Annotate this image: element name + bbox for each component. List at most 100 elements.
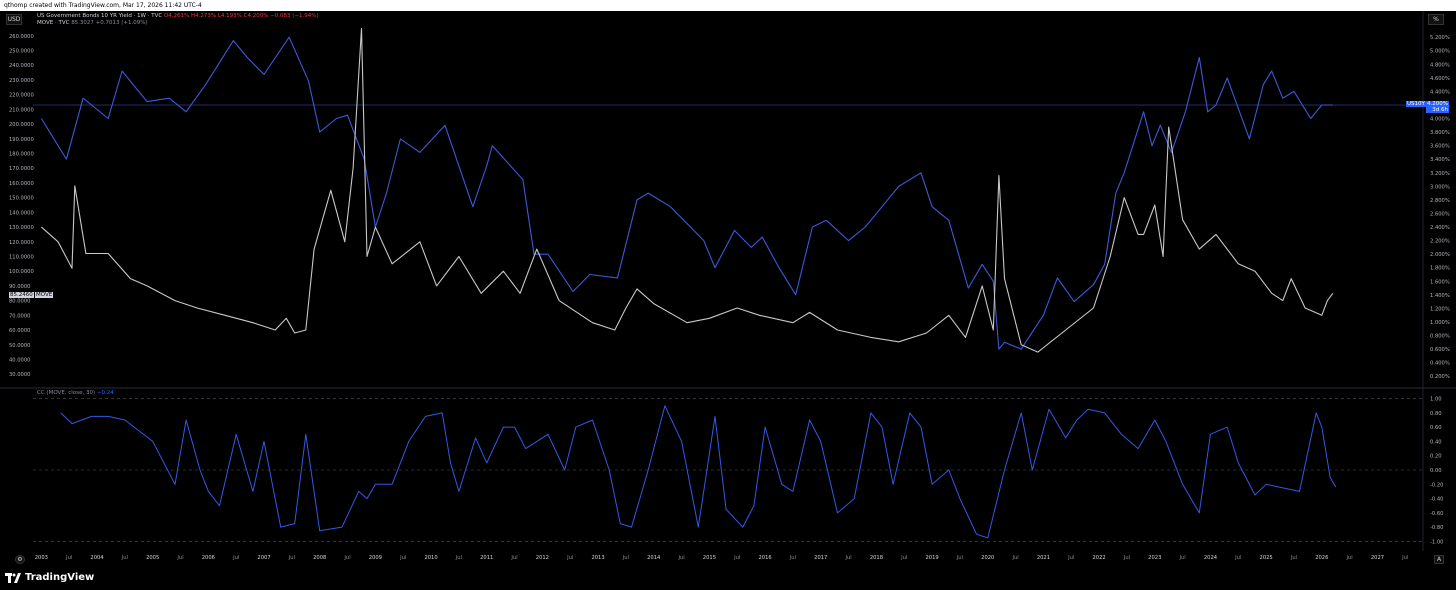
tradingview-logo-icon — [5, 572, 21, 583]
indicator-axis-tick: 0.80 — [1430, 411, 1442, 417]
left-axis-tick: 30.0000 — [9, 372, 30, 378]
indicator-axis-tick: 0.60 — [1430, 425, 1442, 431]
us10y-price-badge: 4.200% 3d 6h — [1426, 101, 1449, 113]
scale-mode-button[interactable]: % — [1428, 14, 1444, 25]
series-line-us10y — [40, 36, 1333, 350]
left-axis-tick: 160.0000 — [9, 181, 34, 187]
left-axis-tick: 150.0000 — [9, 196, 34, 202]
right-axis-tick: 3.800% — [1430, 130, 1450, 136]
right-axis-tick: 1.400% — [1430, 293, 1450, 299]
time-axis-tick: 2015 — [703, 555, 716, 561]
right-axis-tick: 4.600% — [1430, 76, 1450, 82]
left-axis-tick: 180.0000 — [9, 152, 34, 158]
left-axis-tick: 260.0000 — [9, 34, 34, 40]
indicator-axis-tick: -0.40 — [1430, 497, 1443, 503]
time-axis-tick: 2011 — [480, 555, 493, 561]
time-axis-tick: 2014 — [647, 555, 661, 561]
us10y-name: US10Y — [1407, 101, 1425, 107]
right-axis-tick: 1.200% — [1430, 306, 1450, 312]
time-axis-tick: 2018 — [870, 555, 883, 561]
time-axis-tick: Jul — [288, 555, 295, 561]
time-axis-tick: 2021 — [1037, 555, 1050, 561]
left-axis-tick: 120.0000 — [9, 240, 34, 246]
time-axis-tick: 2006 — [202, 555, 215, 561]
indicator-name[interactable]: CC (MOVE, close, 30) — [37, 390, 96, 396]
time-axis-tick: Jul — [677, 555, 684, 561]
overlay-symbol[interactable]: MOVE · TVC — [37, 20, 70, 26]
right-axis-tick: 3.000% — [1430, 184, 1450, 190]
time-axis-tick: 2009 — [369, 555, 382, 561]
auto-scale-icon[interactable]: A — [1434, 555, 1444, 564]
us10y-countdown: 3d 6h — [1432, 107, 1448, 113]
time-axis-tick: 2020 — [981, 555, 994, 561]
time-axis-tick: 2023 — [1148, 555, 1161, 561]
currency-label: USD — [7, 16, 21, 23]
time-axis-tick: 2003 — [35, 555, 48, 561]
time-axis-tick: Jul — [956, 555, 963, 561]
chart-svg[interactable]: 5.200% 5.000% 4.800% 4.600% 4.400% 4.200% 4.00… — [0, 11, 1456, 565]
left-axis-tick: 90.0000 — [9, 284, 30, 290]
time-axis-tick: 2025 — [1260, 555, 1273, 561]
time-axis-tick: 2017 — [814, 555, 827, 561]
time-axis-tick: Jul — [900, 555, 907, 561]
right-axis-tick: 2.400% — [1430, 225, 1450, 231]
time-axis-tick: Jul — [1011, 555, 1018, 561]
chart-frame[interactable]: 5.200% 5.000% 4.800% 4.600% 4.400% 4.200% 4.00… — [0, 11, 1456, 565]
left-axis-tick: 230.0000 — [9, 78, 34, 84]
left-axis-tick: 140.0000 — [9, 210, 34, 216]
indicator-axis-tick: -0.20 — [1430, 482, 1443, 488]
main-ohlc: O4.261% H4.273% L4.193% C4.200% −0.083 (… — [163, 13, 319, 19]
time-axis-tick: 2007 — [257, 555, 270, 561]
time-axis-tick: Jul — [566, 555, 573, 561]
indicator-value: −0.24 — [96, 390, 114, 396]
time-axis-tick: Jul — [455, 555, 462, 561]
right-axis-tick: 2.800% — [1430, 198, 1450, 204]
indicator-axis-tick: -0.80 — [1430, 525, 1443, 531]
gear-icon[interactable]: ⚙ — [15, 555, 25, 564]
time-axis-tick: Jul — [1290, 555, 1297, 561]
scale-mode-label: % — [1433, 16, 1439, 23]
time-axis-tick: 2010 — [424, 555, 437, 561]
time-axis-tick: Jul — [343, 555, 350, 561]
left-axis-tick: 250.0000 — [9, 49, 34, 55]
currency-button[interactable]: USD — [6, 14, 22, 25]
time-axis-tick: Jul — [1401, 555, 1408, 561]
move-price-badge: 85.2460 — [9, 292, 34, 298]
tradingview-logo[interactable]: TradingView — [5, 572, 94, 583]
time-axis-tick: Jul — [733, 555, 740, 561]
right-axis-tick: 4.000% — [1430, 117, 1450, 123]
time-axis-tick: 2013 — [591, 555, 604, 561]
left-axis-tick: 100.0000 — [9, 269, 34, 275]
left-axis-tick: 210.0000 — [9, 107, 34, 113]
left-axis-tick: 190.0000 — [9, 137, 34, 143]
footer — [0, 565, 1456, 590]
left-axis-tick: 110.0000 — [9, 254, 34, 260]
right-axis-tick: 1.600% — [1430, 279, 1450, 285]
time-axis-tick: 2024 — [1204, 555, 1218, 561]
left-axis-tick: 240.0000 — [9, 63, 34, 69]
indicator-axis-tick: -0.60 — [1430, 511, 1443, 517]
right-axis-tick: 1.800% — [1430, 266, 1450, 272]
time-axis-tick: 2008 — [313, 555, 326, 561]
main-symbol[interactable]: US Government Bonds 10 YR Yield · 1W · T… — [37, 13, 163, 19]
indicator-axis-tick: 0.40 — [1430, 439, 1442, 445]
right-axis-tick: 2.000% — [1430, 252, 1450, 258]
left-axis-tick: 50.0000 — [9, 343, 30, 349]
main-legend: US Government Bonds 10 YR Yield · 1W · T… — [37, 13, 319, 20]
time-axis-tick: Jul — [844, 555, 851, 561]
right-axis-tick: 0.600% — [1430, 347, 1450, 353]
left-axis-tick: 130.0000 — [9, 225, 34, 231]
right-axis-tick: 4.800% — [1430, 62, 1450, 68]
right-axis-tick: 2.600% — [1430, 211, 1450, 217]
time-axis-tick: Jul — [65, 555, 72, 561]
time-axis-tick: Jul — [1234, 555, 1241, 561]
credit-text: qthomp created with TradingView.com, Mar… — [4, 2, 202, 9]
time-axis-tick: Jul — [1178, 555, 1185, 561]
right-axis-tick: 3.400% — [1430, 157, 1450, 163]
overlay-legend: MOVE · TVC 85.3027 +0.7013 (+1.09%) — [37, 20, 148, 27]
time-axis-tick: Jul — [622, 555, 629, 561]
move-name: MOVE — [36, 292, 53, 298]
indicator-axis-tick: 0.00 — [1430, 468, 1442, 474]
move-value: 85.2460 — [10, 292, 33, 298]
time-axis-tick: 2022 — [1093, 555, 1106, 561]
